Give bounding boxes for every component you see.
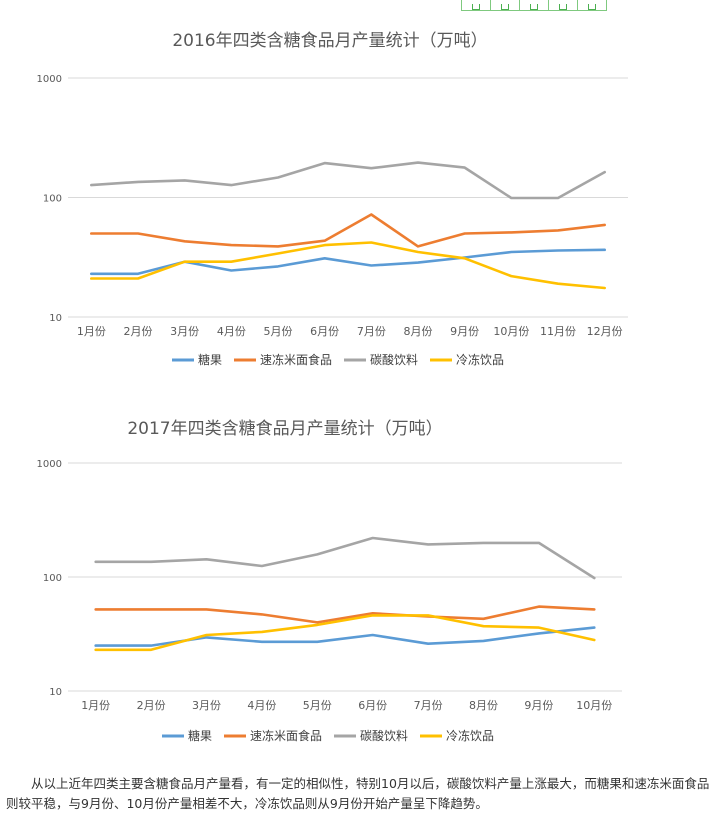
legend-label: 速冻米面食品 — [250, 728, 322, 743]
y-tick-label: 1000 — [37, 74, 62, 85]
x-tick-label: 10月份 — [493, 325, 529, 338]
chart-2016-svg: 2016年四类含糖食品月产量统计（万吨） 10 100 1000 1月份 2月份 3月份 4月… — [37, 31, 628, 367]
x-tick-label: 2月份 — [124, 325, 153, 338]
x-tick-label: 7月份 — [357, 325, 386, 338]
x-tick-label: 1月份 — [81, 699, 110, 712]
series-line-1 — [90, 213, 607, 248]
expand-icon[interactable] — [490, 0, 520, 11]
copy-icon[interactable] — [461, 0, 491, 11]
x-tick-label: 3月份 — [192, 699, 221, 712]
y-tick-label: 10 — [49, 687, 62, 698]
series-line-1 — [94, 605, 596, 624]
series-line-0 — [94, 626, 596, 647]
y-tick-label: 100 — [43, 194, 62, 205]
share-icon[interactable] — [519, 0, 549, 11]
y-tick-label: 1000 — [37, 459, 62, 470]
chart-2017-svg: 2017年四类含糖食品月产量统计（万吨） 10 100 1000 1月份 2月份 3月份 4月… — [37, 419, 622, 743]
x-tick-label: 4月份 — [217, 325, 246, 338]
chart-title: 2016年四类含糖食品月产量统计（万吨） — [172, 31, 487, 51]
x-tick-label: 3月份 — [170, 325, 199, 338]
legend-label: 糖果 — [198, 352, 222, 367]
legend-label: 冷冻饮品 — [456, 352, 504, 367]
x-tick-label: 8月份 — [469, 699, 498, 712]
series-line-2 — [90, 161, 607, 200]
x-tick-label: 12月份 — [587, 325, 623, 338]
x-tick-label: 5月份 — [264, 325, 293, 338]
chart-2017: 2017年四类含糖食品月产量统计（万吨） 10 100 1000 1月份 2月份 3月份 4月… — [0, 408, 719, 748]
x-tick-label: 5月份 — [303, 699, 332, 712]
chart-toolbar — [461, 0, 607, 12]
x-tick-label: 4月份 — [247, 699, 276, 712]
legend-label: 速冻米面食品 — [260, 352, 332, 367]
x-tick-label: 10月份 — [576, 699, 612, 712]
x-tick-label: 9月份 — [524, 699, 553, 712]
legend-label: 碳酸饮料 — [370, 352, 418, 367]
y-tick-label: 10 — [49, 313, 62, 324]
download-icon[interactable] — [548, 0, 578, 11]
series-line-3 — [94, 614, 596, 652]
x-tick-label: 2月份 — [137, 699, 166, 712]
analysis-caption: 从以上近年四类主要含糖食品月产量看，有一定的相似性，特别10月以后，碳酸饮料产量… — [6, 775, 710, 811]
x-tick-label: 7月份 — [414, 699, 443, 712]
x-tick-label: 1月份 — [77, 325, 106, 338]
settings-icon[interactable] — [577, 0, 607, 11]
x-tick-label: 8月份 — [404, 325, 433, 338]
x-tick-label: 11月份 — [540, 325, 576, 338]
legend-label: 碳酸饮料 — [360, 728, 408, 743]
chart-title: 2017年四类含糖食品月产量统计（万吨） — [127, 419, 442, 439]
y-tick-label: 100 — [43, 573, 62, 584]
legend-label: 糖果 — [188, 728, 212, 743]
x-tick-label: 9月份 — [450, 325, 479, 338]
chart-2016: 2016年四类含糖食品月产量统计（万吨） 10 100 1000 1月份 2月份 3月份 4月… — [0, 22, 719, 382]
legend-label: 冷冻饮品 — [446, 728, 494, 743]
series-line-0 — [90, 248, 607, 276]
series-line-3 — [90, 241, 607, 290]
x-tick-label: 6月份 — [358, 699, 387, 712]
series-line-2 — [94, 536, 596, 580]
x-tick-label: 6月份 — [310, 325, 339, 338]
